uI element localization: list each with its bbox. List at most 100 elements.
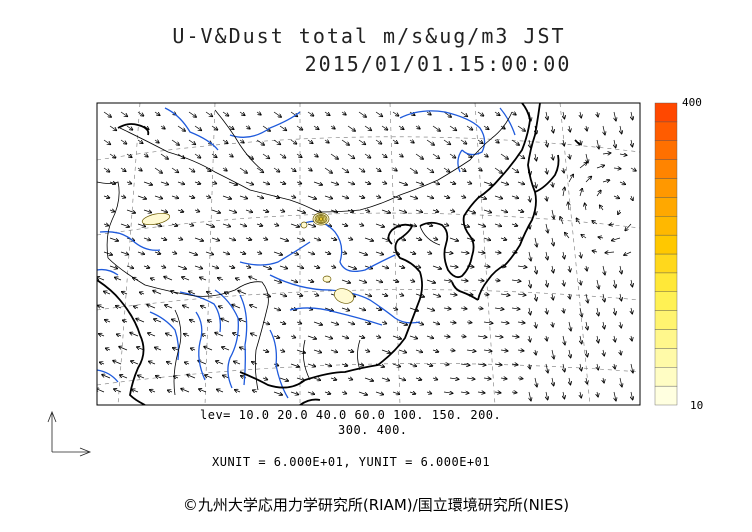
wind-arrow [188, 224, 194, 226]
wind-arrow [569, 265, 570, 272]
wind-arrow [415, 126, 420, 129]
wind-arrow [165, 305, 173, 309]
wind-arrow [426, 112, 431, 115]
wind-arrow [605, 252, 615, 253]
wind-arrow [190, 320, 196, 322]
wind-arrow [392, 308, 398, 310]
wind-arrow [483, 125, 489, 129]
wind-arrow [443, 139, 451, 145]
wind-arrow [155, 347, 162, 350]
wind-arrow [597, 363, 598, 370]
wind-arrow [449, 153, 456, 158]
wind-arrow [262, 350, 269, 352]
wind-arrow [279, 210, 285, 212]
wind-arrow [603, 349, 604, 356]
wind-arrow [614, 279, 616, 288]
wind-arrow [235, 390, 241, 392]
wind-arrow [552, 293, 553, 300]
wind-arrow [443, 252, 453, 253]
wind-arrow [211, 266, 219, 268]
wind-arrow [494, 224, 502, 226]
wind-arrow [262, 322, 270, 324]
wind-arrow [232, 305, 241, 309]
wind-arrow [245, 210, 253, 212]
wind-arrow [529, 391, 531, 401]
wind-arrow [375, 392, 384, 395]
wind-arrow [603, 377, 604, 383]
colorbar-min-label: 10 [690, 399, 704, 412]
wind-arrow [341, 364, 348, 366]
axis-indicator [47, 410, 92, 457]
wind-arrow [517, 125, 525, 131]
wind-arrow [586, 321, 588, 330]
wind-arrow [535, 321, 536, 328]
wind-arrow [181, 389, 190, 393]
wind-arrow [99, 362, 105, 364]
wind-arrow [137, 111, 144, 116]
wind-arrow [347, 238, 353, 240]
wind-arrow [449, 237, 459, 241]
wind-arrow [296, 153, 302, 157]
wind-arrow [529, 279, 531, 288]
wind-arrow [443, 196, 450, 198]
wind-arrow [613, 168, 621, 169]
wind-arrow [398, 125, 404, 129]
wind-arrow [188, 167, 195, 172]
wind-arrow [529, 363, 530, 369]
wind-arrow [211, 125, 218, 130]
wind-arrow [432, 210, 439, 212]
wind-arrow [511, 336, 519, 337]
wind-arrow [546, 195, 547, 201]
wind-arrow [307, 280, 314, 282]
wind-arrow [619, 182, 626, 184]
vector-units: XUNIT = 6.000E+01, YUNIT = 6.000E+01 [212, 455, 491, 469]
wind-arrow [620, 349, 621, 355]
wind-arrow [222, 168, 227, 171]
wind-arrow [296, 294, 303, 296]
wind-arrow [171, 224, 178, 226]
wind-arrow [398, 321, 408, 325]
wind-arrow [466, 153, 472, 157]
wind-arrow [552, 153, 553, 160]
wind-arrow [449, 125, 457, 131]
colorbar-swatch [654, 272, 678, 292]
wind-arrow [341, 336, 349, 338]
wind-arrow [262, 153, 270, 159]
wind-arrow [109, 153, 116, 158]
wind-arrow [171, 139, 179, 145]
wind-arrow [500, 322, 509, 323]
wind-arrow [207, 292, 213, 294]
wind-arrow [358, 251, 368, 255]
wind-arrow [201, 306, 207, 308]
wind-arrow [494, 167, 502, 173]
wind-arrow [358, 391, 368, 395]
wind-arrow [580, 391, 581, 398]
wind-arrow [251, 333, 258, 336]
wind-arrow [460, 196, 466, 198]
wind-arrow [177, 265, 187, 269]
wind-arrow [307, 111, 314, 116]
wind-arrow [409, 364, 417, 366]
wind-arrow [364, 237, 374, 241]
wind-arrow [173, 348, 179, 350]
wind-arrow [500, 378, 507, 379]
wind-arrow [341, 196, 349, 198]
wind-arrow [120, 375, 128, 379]
wind-arrow [483, 238, 491, 240]
wind-arrow [137, 252, 145, 254]
wind-arrow [290, 363, 300, 367]
wind-arrow [330, 182, 339, 185]
wind-arrow [211, 209, 221, 213]
wind-arrow [171, 167, 179, 173]
wind-arrow [415, 153, 423, 159]
wind-arrow [398, 181, 408, 185]
wind-arrow [205, 375, 213, 379]
wind-arrow [546, 335, 547, 341]
wind-arrow [517, 322, 525, 323]
wind-arrow [609, 224, 615, 225]
wind-arrow [205, 196, 211, 198]
wind-arrow [426, 252, 432, 254]
wind-arrow [105, 348, 111, 350]
wind-arrow [133, 306, 139, 308]
wind-arrow [466, 238, 475, 241]
